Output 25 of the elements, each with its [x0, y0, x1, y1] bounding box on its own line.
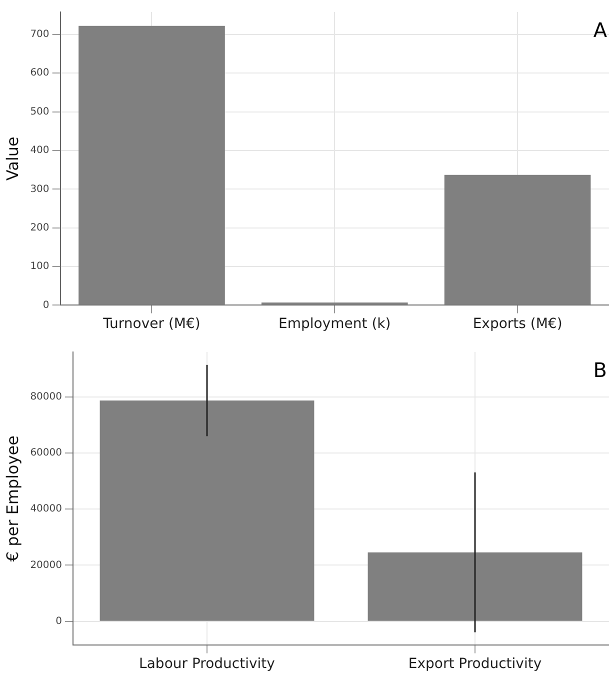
y-tick-label: 60000 — [30, 448, 62, 459]
y-tick-label: 0 — [42, 300, 50, 311]
y-tick-label: 600 — [30, 68, 50, 79]
y-tick-label: 400 — [30, 145, 50, 156]
x-tick-label: Export Productivity — [408, 656, 542, 672]
x-tick-label: Employment (k) — [278, 316, 391, 332]
y-tick-label: 80000 — [30, 391, 62, 402]
y-tick-label: 700 — [30, 29, 50, 40]
annotation: A — [593, 18, 608, 42]
annotation: B — [593, 358, 607, 382]
x-tick-label: Exports (M€) — [472, 316, 562, 332]
x-tick-label: Turnover (M€) — [102, 316, 200, 332]
y-tick-label: 500 — [30, 106, 50, 118]
y-tick-label: 20000 — [30, 560, 62, 571]
bar — [444, 174, 591, 305]
y-tick-label: 0 — [56, 616, 62, 627]
x-tick-label: Labour Productivity — [139, 656, 275, 672]
y-tick-label: 300 — [30, 184, 50, 195]
y-axis-title: Value — [2, 136, 22, 181]
bar — [261, 302, 408, 305]
y-tick-label: 40000 — [30, 504, 62, 515]
y-tick-label: 100 — [30, 261, 50, 272]
y-tick-label: 200 — [30, 222, 50, 234]
bar — [78, 26, 225, 305]
y-axis-title: € per Employee — [2, 436, 22, 562]
